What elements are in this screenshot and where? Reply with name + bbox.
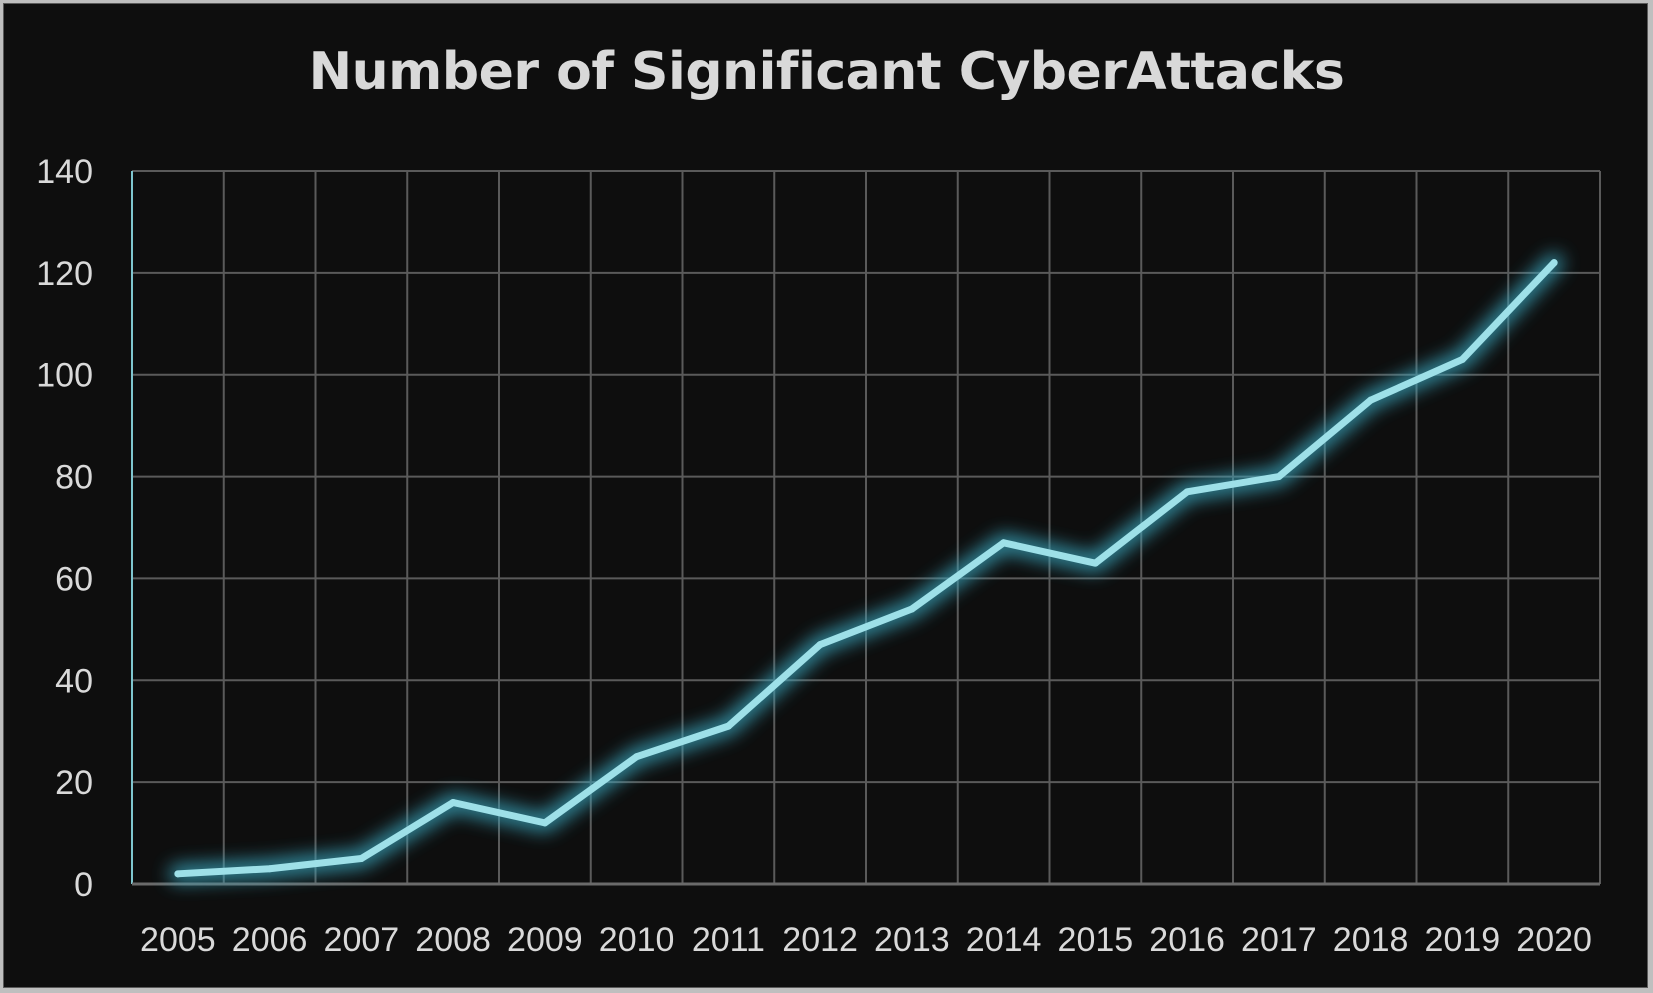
data-point (908, 605, 916, 613)
data-point (1000, 539, 1008, 547)
data-point (1550, 259, 1558, 267)
series-line (174, 259, 1558, 878)
data-point (724, 722, 732, 730)
y-tick-label: 100 (36, 357, 93, 395)
data-point (266, 865, 274, 873)
x-tick-label: 2008 (415, 921, 491, 959)
data-point (174, 870, 182, 878)
y-tick-label: 0 (74, 866, 93, 904)
x-tick-label: 2012 (782, 921, 858, 959)
data-point (1183, 488, 1191, 496)
x-axis-tick-labels: 2005 2006 2007 2008 2009 2010 2011 2012 2013 2014… (140, 921, 1592, 959)
y-tick-label: 140 (36, 153, 93, 191)
series-layer (168, 253, 1564, 883)
x-tick-label: 2005 (140, 921, 216, 959)
grid (132, 170, 1601, 885)
x-tick-label: 2014 (966, 921, 1042, 959)
data-point (816, 641, 824, 649)
x-tick-label: 2006 (232, 921, 308, 959)
data-point (1367, 396, 1375, 404)
y-tick-label: 120 (36, 255, 93, 293)
x-tick-label: 2013 (874, 921, 950, 959)
x-tick-label: 2010 (599, 921, 675, 959)
y-axis-tick-labels: 0 20 40 60 80 100 120 140 (36, 153, 93, 904)
x-tick-label: 2007 (324, 921, 400, 959)
x-tick-label: 2011 (692, 921, 765, 959)
x-tick-label: 2018 (1333, 921, 1409, 959)
x-tick-label: 2015 (1058, 921, 1134, 959)
axes (131, 171, 1600, 886)
y-tick-label: 80 (55, 459, 93, 497)
data-point (1091, 559, 1099, 567)
y-tick-label: 60 (55, 560, 93, 598)
data-point (541, 819, 549, 827)
chart-frame (3, 3, 1648, 988)
data-point (1275, 473, 1283, 481)
data-point (633, 753, 641, 761)
x-tick-label: 2020 (1516, 921, 1592, 959)
x-tick-label: 2016 (1149, 921, 1225, 959)
chart-title: Number of Significant CyberAttacks (308, 42, 1345, 102)
x-tick-label: 2017 (1241, 921, 1317, 959)
x-tick-label: 2009 (507, 921, 583, 959)
x-tick-label: 2019 (1425, 921, 1501, 959)
data-point (449, 799, 457, 807)
y-tick-label: 40 (55, 662, 93, 700)
data-point (1458, 355, 1466, 363)
y-tick-label: 20 (55, 764, 93, 802)
data-point (357, 855, 365, 863)
